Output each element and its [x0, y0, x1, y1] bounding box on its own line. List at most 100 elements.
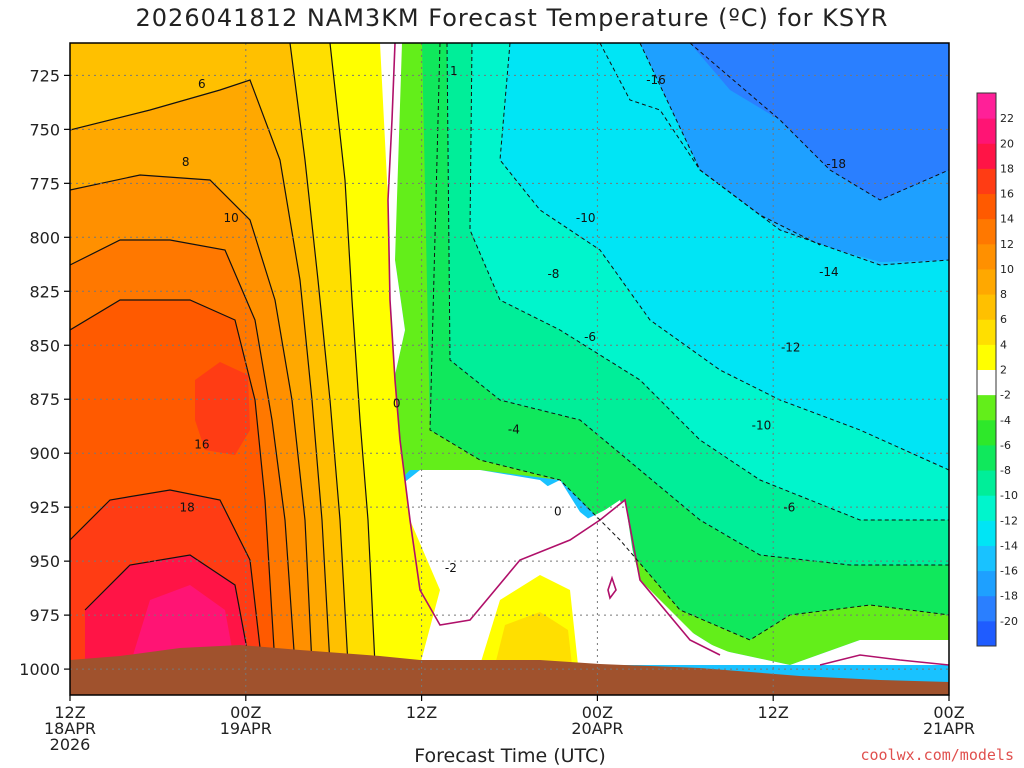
contour-line: [599, 43, 821, 246]
x-axis-title: Forecast Time (UTC): [414, 745, 606, 767]
contour-label: -14: [819, 265, 839, 279]
contour-label: 18: [180, 500, 195, 514]
contour-label: 10: [224, 211, 239, 225]
y-tick-label: 1000: [19, 660, 60, 679]
y-tick-label: 850: [29, 336, 60, 355]
colorbar-label: -8: [1000, 464, 1011, 477]
colorbar-swatch: [977, 369, 996, 396]
colorbar-swatch: [977, 344, 996, 370]
colorbar-label: 14: [1000, 213, 1014, 226]
x-tick-label: 00Z: [933, 703, 964, 722]
colorbar-label: 18: [1000, 162, 1014, 175]
colorbar-swatch: [977, 394, 996, 421]
colorbar-swatch: [977, 118, 996, 144]
contour-label: -2: [445, 561, 457, 575]
y-tick-label: 925: [29, 498, 60, 517]
contour-line: [70, 239, 296, 666]
colorbar-label: 4: [1000, 338, 1007, 351]
contour-label: -16: [646, 73, 666, 87]
contour-label: -6: [783, 500, 795, 514]
colorbar-swatch: [977, 294, 996, 320]
region-minus6: [420, 43, 949, 640]
colorbar-label: -20: [1000, 615, 1018, 628]
y-tick-label: 900: [29, 444, 60, 463]
y-tick-label: 950: [29, 552, 60, 571]
y-tick-label: 875: [29, 390, 60, 409]
grid: [70, 43, 949, 695]
region-minus10: [470, 43, 949, 520]
chart-title: 2026041812 NAM3KM Forecast Temperature (…: [135, 4, 889, 32]
colorbar-swatch: [977, 595, 996, 622]
colorbar-label: -12: [1000, 514, 1018, 527]
colorbar-label: 20: [1000, 137, 1014, 150]
contour-line: [689, 43, 949, 201]
colorbar-frame: [976, 92, 997, 647]
colorbar-label: 12: [1000, 238, 1014, 251]
y-tick-label: 750: [29, 120, 60, 139]
x-tick-label: 12Z: [406, 703, 437, 722]
contour-label: -4: [508, 423, 520, 437]
y-tick-label: 975: [29, 606, 60, 625]
x-tick-label: 20APR: [571, 719, 623, 738]
contour-label: -8: [547, 267, 559, 281]
contour-line: [429, 43, 949, 641]
colorbar-label: -6: [1000, 439, 1011, 452]
colorbar-swatch: [977, 620, 996, 647]
credit-link[interactable]: coolwx.com/models: [860, 746, 1014, 764]
terrain: [70, 645, 949, 695]
region-minus18: [690, 43, 949, 200]
contour-line: [84, 554, 251, 666]
freezing-line: [387, 43, 721, 656]
x-tick-label: 00Z: [582, 703, 613, 722]
colorbar-swatch: [977, 93, 996, 119]
freezing-line: [607, 575, 617, 600]
colorbar: -20 -18 -16 -14 -12 -10 -8 -6 -4 -2 2 4 6 8 10 12 14 16 18…: [976, 92, 1018, 647]
colorbar-swatch: [977, 218, 996, 245]
region-plus16-core: [195, 362, 250, 455]
x-tick-label: 12Z: [758, 703, 789, 722]
x-tick-label: 00Z: [230, 703, 261, 722]
y-tick-label: 825: [29, 282, 60, 301]
colorbar-label: 22: [1000, 112, 1014, 125]
colorbar-swatch: [977, 143, 996, 169]
colorbar-swatch: [977, 520, 996, 546]
contour-label: -18: [826, 157, 846, 171]
colorbar-swatch: [977, 495, 996, 521]
contour-line: [70, 174, 313, 666]
colorbar-swatch: [977, 193, 996, 220]
colorbar-label: -4: [1000, 414, 1011, 427]
colorbar-label: 6: [1000, 313, 1007, 326]
colorbar-swatch: [977, 570, 996, 597]
contour-label: 1: [450, 64, 458, 78]
colorbar-label: 10: [1000, 263, 1014, 276]
x-tick-label: 18APR: [44, 719, 96, 738]
x-tick-label: 19APR: [220, 719, 272, 738]
contour-label: 6: [198, 77, 206, 91]
colorbar-label: -16: [1000, 565, 1018, 578]
x-tick-label: 2026: [50, 735, 91, 754]
colorbar-swatch: [977, 419, 996, 446]
colorbar-label: 16: [1000, 188, 1014, 201]
contour-label: 0: [393, 397, 401, 411]
colorbar-label: -18: [1000, 590, 1018, 603]
contour-line: [499, 43, 949, 471]
contour-label: -10: [576, 211, 596, 225]
contour-line: [446, 43, 949, 566]
freezing-line: [819, 654, 949, 666]
y-tick-label: 775: [29, 174, 60, 193]
contour-label: -10: [752, 418, 772, 432]
plot-frame: [69, 42, 950, 696]
region-minus8: [445, 43, 949, 565]
contour-line: [70, 489, 263, 666]
contour-label: 8: [182, 155, 190, 169]
colorbar-label: -2: [1000, 389, 1011, 402]
region-freezing-low: [372, 470, 760, 665]
colorbar-swatch: [977, 545, 996, 572]
contour-line: [329, 43, 376, 666]
region-plus20: [130, 585, 235, 665]
colorbar-swatch: [977, 268, 996, 295]
colorbar-swatch: [977, 319, 996, 345]
contour-label: -6: [584, 330, 596, 344]
